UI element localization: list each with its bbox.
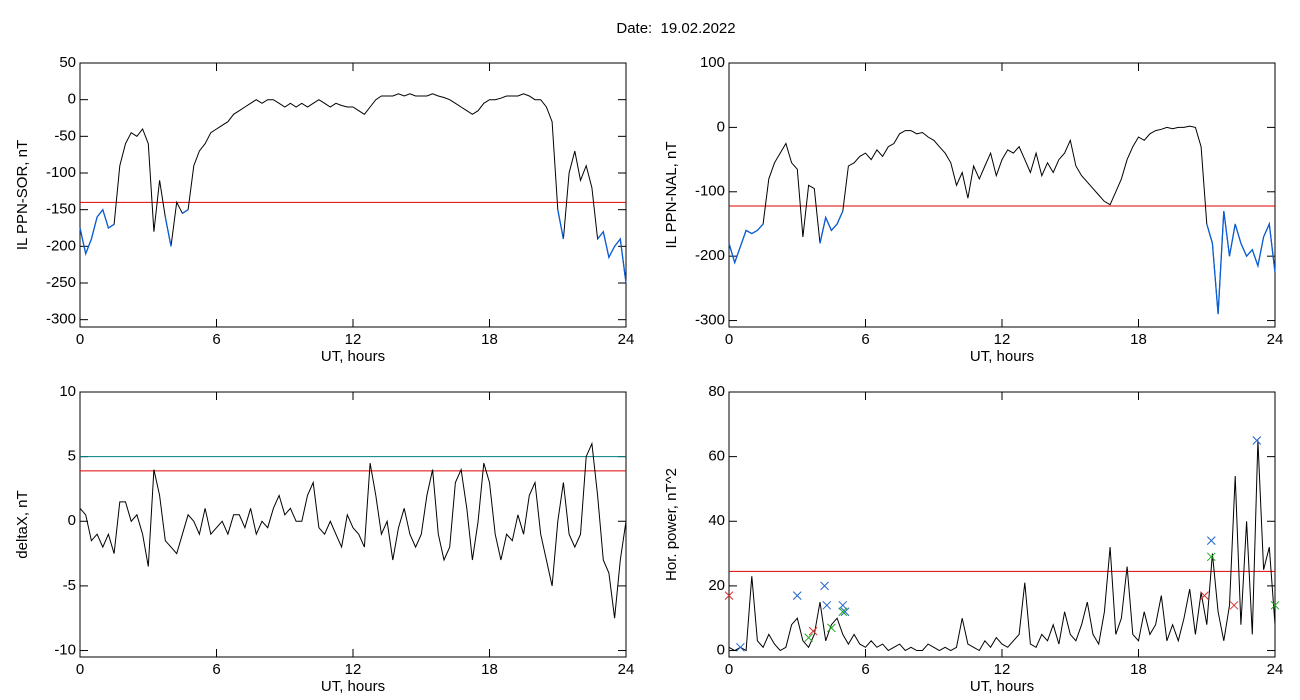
below-threshold-line: [819, 210, 844, 244]
y-tick-label: 0: [717, 642, 725, 659]
cross-marker: [822, 600, 832, 610]
cross-marker: [1206, 536, 1216, 546]
below-threshold-line: [557, 209, 565, 240]
y-tick-label: 80: [708, 383, 725, 400]
x-tick-label: 18: [481, 331, 498, 348]
cross-marker: [1206, 552, 1216, 562]
below-threshold-line: [164, 216, 172, 247]
cross-marker: [724, 591, 734, 600]
x-tick-label: 12: [345, 331, 362, 348]
below-threshold-line: [182, 209, 189, 214]
x-tick-label: 18: [1130, 331, 1147, 348]
cross-marker: [736, 642, 745, 652]
x-axis-label: UT, hours: [321, 348, 385, 365]
y-tick-label: -250: [46, 274, 76, 291]
y-tick-label: 0: [68, 91, 76, 108]
data-line: [79, 441, 627, 619]
below-threshold-line: [79, 208, 115, 256]
y-tick-label: 60: [708, 448, 725, 465]
y-tick-label: 50: [59, 54, 76, 71]
data-line: [728, 440, 1276, 652]
cross-marker: [838, 607, 848, 617]
y-axis-label: IL PPN-SOR, nT: [14, 140, 31, 250]
x-tick-label: 18: [1130, 661, 1147, 678]
x-tick-label: 12: [994, 661, 1011, 678]
y-axis-label: IL PPN-NAL, nT: [663, 142, 680, 249]
cross-marker: [1252, 436, 1262, 445]
x-axis-label: UT, hours: [970, 678, 1034, 695]
cross-marker: [1200, 591, 1209, 600]
x-tick-label: 6: [212, 331, 220, 348]
cross-marker: [838, 600, 848, 610]
x-tick-label: 6: [861, 661, 869, 678]
y-tick-label: -100: [695, 183, 725, 200]
y-tick-label: 10: [59, 383, 76, 400]
y-tick-label: -5: [63, 577, 76, 594]
y-tick-label: -150: [46, 201, 76, 218]
y-tick-label: -100: [46, 164, 76, 181]
x-tick-label: 12: [994, 331, 1011, 348]
x-tick-label: 18: [481, 661, 498, 678]
cross-marker: [804, 633, 813, 642]
cross-marker: [1229, 600, 1239, 610]
cross-marker: [827, 623, 836, 633]
y-tick-label: -300: [695, 312, 725, 329]
y-axis-label: deltaX, nT: [14, 490, 31, 558]
x-tick-label: 6: [861, 331, 869, 348]
cross-marker: [820, 581, 829, 591]
y-tick-label: 0: [68, 512, 76, 529]
below-threshold-line: [728, 223, 764, 265]
y-tick-label: 100: [700, 54, 725, 71]
y-tick-label: -200: [46, 237, 76, 254]
y-tick-label: 20: [708, 577, 725, 594]
y-tick-label: 40: [708, 512, 725, 529]
x-axis-label: UT, hours: [970, 348, 1034, 365]
x-tick-label: 24: [618, 661, 635, 678]
figure-title: Date: 19.02.2022: [616, 20, 735, 37]
below-threshold-line: [1206, 211, 1276, 315]
x-axis-label: UT, hours: [321, 678, 385, 695]
cross-marker: [840, 607, 850, 617]
x-tick-label: 24: [1267, 661, 1284, 678]
y-tick-label: 5: [68, 448, 76, 465]
x-tick-label: 0: [76, 661, 84, 678]
x-tick-label: 0: [76, 331, 84, 348]
y-tick-label: -50: [54, 127, 76, 144]
cross-marker: [1270, 600, 1280, 610]
cross-marker: [808, 626, 818, 636]
x-tick-label: 0: [725, 331, 733, 348]
x-tick-label: 12: [345, 661, 362, 678]
x-tick-label: 24: [1267, 331, 1284, 348]
x-tick-label: 0: [725, 661, 733, 678]
y-tick-label: -10: [54, 642, 76, 659]
y-tick-label: -300: [46, 311, 76, 328]
y-tick-label: 0: [717, 118, 725, 135]
y-axis-label: Hor. power, nT^2: [663, 468, 680, 581]
x-tick-label: 24: [618, 331, 635, 348]
y-tick-label: -200: [695, 247, 725, 264]
cross-marker: [792, 591, 802, 600]
x-tick-label: 6: [212, 661, 220, 678]
below-threshold-line: [597, 230, 627, 284]
